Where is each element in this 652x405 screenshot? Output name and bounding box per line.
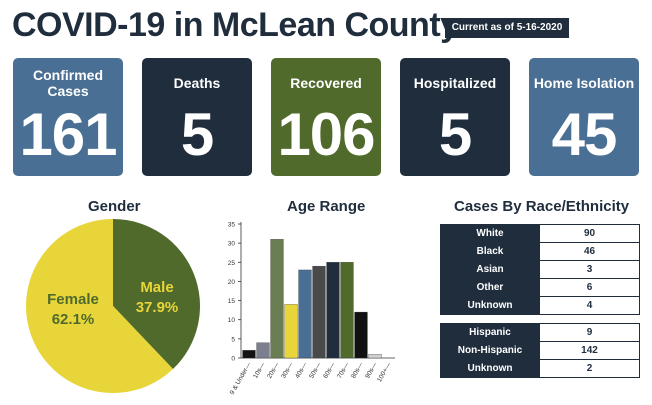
bar-4 <box>298 269 312 359</box>
bar-7 <box>340 262 354 359</box>
row-label: Hispanic <box>440 323 540 342</box>
stat-value: 45 <box>551 101 618 168</box>
y-tick-label: 25 <box>228 260 236 267</box>
row-label: Non-Hispanic <box>440 341 540 360</box>
stat-card-recovered: Recovered 106 <box>271 58 381 176</box>
table-row: Asian 3 <box>440 260 640 279</box>
stat-card-home-isolation: Home Isolation 45 <box>529 58 639 176</box>
pie-slice-male <box>113 219 200 370</box>
stat-card-hospitalized: Hospitalized 5 <box>400 58 510 176</box>
x-tick-label: 80s— <box>350 361 365 380</box>
x-tick-label: 30s— <box>280 361 295 380</box>
race-title: Cases By Race/Ethnicity <box>454 198 630 215</box>
x-tick-label: 100+— <box>376 361 393 383</box>
row-label: Other <box>440 278 540 297</box>
stat-label: Recovered <box>290 75 362 91</box>
row-value: 46 <box>539 242 640 261</box>
bar-6 <box>326 262 340 359</box>
y-tick-label: 10 <box>228 317 236 324</box>
age-range-title: Age Range <box>287 198 366 215</box>
stat-label: Confirmed Cases <box>33 67 103 99</box>
table-row: Unknown 2 <box>440 359 640 378</box>
x-tick-label: 20s— <box>266 361 281 380</box>
row-value: 90 <box>539 224 640 243</box>
table-row: Hispanic 9 <box>440 323 640 342</box>
x-tick-label: 60s— <box>322 361 337 380</box>
stat-label: Home Isolation <box>533 75 635 91</box>
as-of-badge: Current as of 5-16-2020 <box>445 18 569 38</box>
gender-title: Gender <box>88 198 141 215</box>
x-tick-label: 50s— <box>308 361 323 380</box>
row-value: 6 <box>539 278 640 297</box>
female-pct: 62.1% <box>52 311 95 328</box>
bar-8 <box>354 311 368 359</box>
bar-1 <box>256 342 270 359</box>
stat-label: Deaths <box>173 75 221 91</box>
table-divider <box>440 314 640 324</box>
stat-card-confirmed: Confirmed Cases 161 <box>13 58 123 176</box>
stat-value: 106 <box>277 101 375 168</box>
pie-slice-female <box>25 219 173 393</box>
x-tick-label: 9 & Under— <box>229 361 253 396</box>
row-value: 142 <box>539 341 640 360</box>
row-value: 4 <box>539 296 640 315</box>
row-label: Asian <box>440 260 540 279</box>
table-row: White 90 <box>440 224 640 243</box>
stat-label: Hospitalized <box>413 75 497 91</box>
bar-9 <box>368 354 382 359</box>
male-label: Male <box>140 279 173 296</box>
row-value: 9 <box>539 323 640 342</box>
stat-value: 5 <box>438 101 472 168</box>
row-label: White <box>440 224 540 243</box>
stat-card-deaths: Deaths 5 <box>142 58 252 176</box>
gender-pie-chart: Female 62.1% Male 37.9% <box>25 219 200 393</box>
x-tick-label: 10s— <box>252 361 267 380</box>
age-range-bar-chart: 0 5 10 15 20 25 30 35 9 & Under— 10s— 20s— 30s— 40s—… <box>228 222 395 396</box>
stat-value: 5 <box>180 101 214 168</box>
y-tick-label: 15 <box>228 298 236 305</box>
bar-marks <box>242 239 382 359</box>
y-tick-label: 35 <box>228 222 236 229</box>
x-tick-label: 40s— <box>294 361 309 380</box>
x-tick-label: 70s— <box>336 361 351 380</box>
bar-0 <box>242 350 256 359</box>
table-row: Unknown 4 <box>440 296 640 315</box>
y-tick-label: 0 <box>231 356 235 363</box>
table-row: Black 46 <box>440 242 640 261</box>
male-pct: 37.9% <box>136 299 179 316</box>
page-title: COVID-19 in McLean County <box>12 6 459 44</box>
female-label: Female <box>47 291 99 308</box>
y-tick-label: 20 <box>228 279 236 286</box>
row-value: 2 <box>539 359 640 378</box>
table-row: Other 6 <box>440 278 640 297</box>
row-label: Unknown <box>440 359 540 378</box>
row-label: Black <box>440 242 540 261</box>
stat-value: 161 <box>19 101 117 168</box>
bar-5 <box>312 265 326 359</box>
y-tick-label: 30 <box>228 241 236 248</box>
row-label: Unknown <box>440 296 540 315</box>
bar-3 <box>284 304 298 359</box>
row-value: 3 <box>539 260 640 279</box>
pie-slices <box>25 219 200 393</box>
bar-2 <box>270 239 284 359</box>
y-tick-label: 5 <box>231 336 235 343</box>
table-row: Non-Hispanic 142 <box>440 341 640 360</box>
race-ethnicity-table: White 90 Black 46 Asian 3 Other 6 Unknown 4 H… <box>440 224 640 378</box>
